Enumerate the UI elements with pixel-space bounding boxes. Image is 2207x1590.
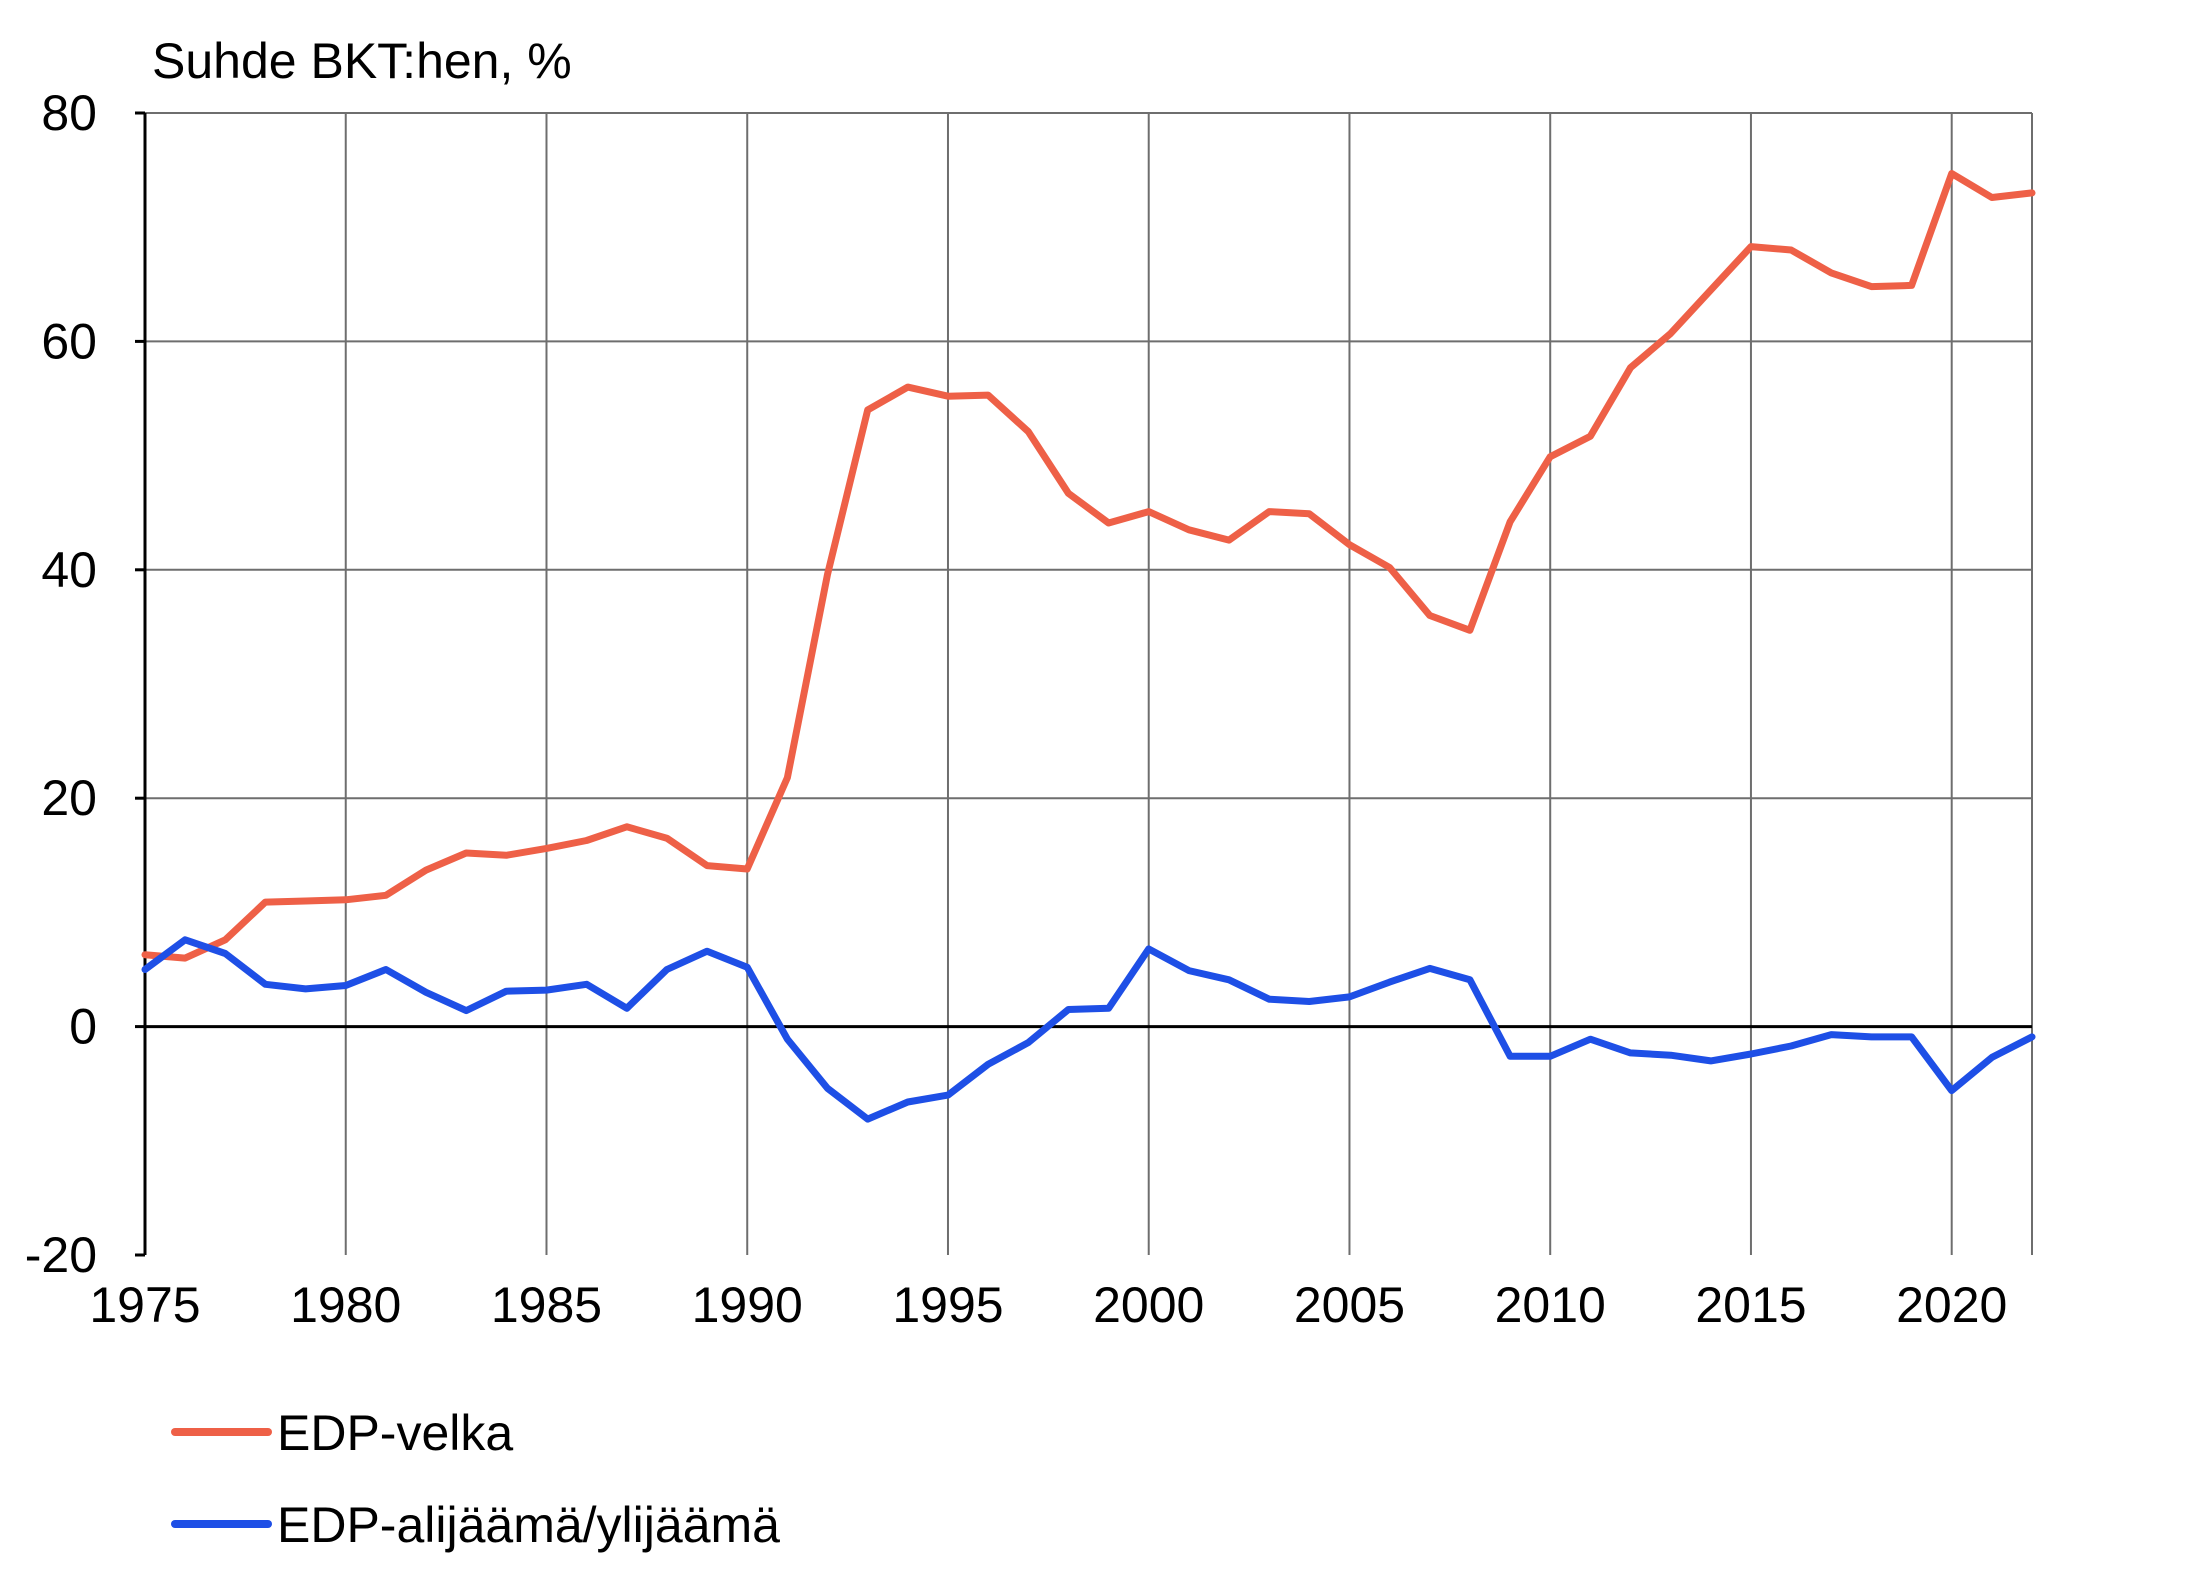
y-tick-label: 60 [41,313,97,369]
y-tick-label: 20 [41,770,97,826]
x-tick-label: 2000 [1093,1277,1204,1333]
y-tick-label: 80 [41,85,97,141]
legend-label: EDP-velka [277,1405,513,1461]
x-tick-label: 1975 [89,1277,200,1333]
series-lines [141,170,2036,1123]
y-tick-label: -20 [25,1227,97,1283]
x-tick-label: 1995 [892,1277,1003,1333]
x-tick-label: 1990 [692,1277,803,1333]
x-tick-label: 2020 [1896,1277,2007,1333]
x-tick-label: 2015 [1695,1277,1806,1333]
y-tick-label: 40 [41,542,97,598]
gridlines [145,112,2033,1255]
x-tick-label: 1985 [491,1277,602,1333]
axes [135,111,2032,1257]
series-line-edp-alijaama-ylijaama [141,936,2036,1123]
y-axis-unit-label: Suhde BKT:hen, % [152,33,572,89]
legend-label: EDP-alijäämä/ylijäämä [277,1497,780,1553]
x-tick-label: 2010 [1495,1277,1606,1333]
x-tick-label: 1980 [290,1277,401,1333]
series-line-edp-velka [141,170,2036,962]
y-tick-label: 0 [69,999,97,1055]
x-tick-label: 2005 [1294,1277,1405,1333]
legend: EDP-velka EDP-alijäämä/ylijäämä [171,1405,780,1553]
